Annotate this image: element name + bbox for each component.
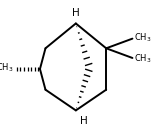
Text: H: H — [80, 116, 88, 126]
Text: CH$_3$: CH$_3$ — [0, 61, 14, 74]
Text: H: H — [72, 8, 80, 18]
Text: CH$_3$: CH$_3$ — [134, 32, 151, 44]
Text: CH$_3$: CH$_3$ — [134, 52, 151, 65]
